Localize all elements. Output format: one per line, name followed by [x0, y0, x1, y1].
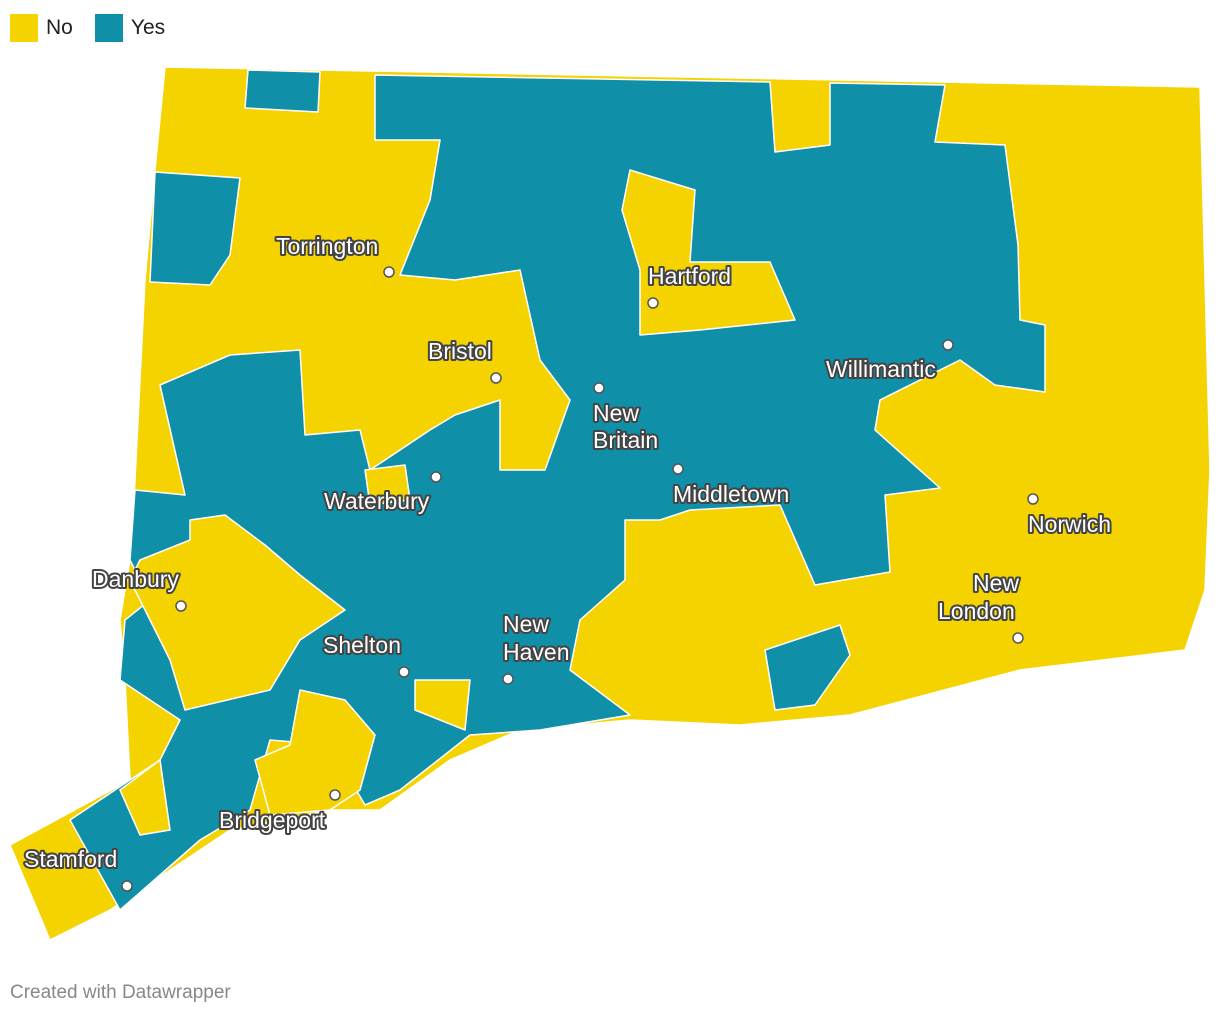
city-dot	[121, 880, 133, 892]
legend-label: Yes	[130, 16, 166, 39]
city-dot	[942, 339, 954, 351]
city-label: New	[593, 400, 639, 426]
city-label: Shelton	[323, 632, 401, 658]
city-dot	[490, 372, 502, 384]
region-yes	[244, 69, 321, 113]
city-label: Waterbury	[324, 488, 430, 514]
region-yes	[764, 624, 851, 711]
legend-label: No	[46, 16, 73, 39]
city-dot	[672, 463, 684, 475]
city-dot	[502, 673, 514, 685]
region-no	[119, 759, 171, 836]
city-label: New	[973, 570, 1019, 596]
legend: No Yes	[10, 14, 165, 42]
city-dot	[1012, 632, 1024, 644]
city-label: Britain	[593, 427, 658, 453]
city-label: London	[938, 598, 1015, 624]
city-dot	[593, 382, 605, 394]
city-dot	[383, 266, 395, 278]
region-no	[621, 169, 796, 336]
cities: Torrington Hartford Bristol New Britain …	[22, 231, 1113, 892]
city-label: Hartford	[648, 263, 731, 289]
region-no	[254, 689, 376, 816]
city-label: Willimantic	[826, 356, 936, 382]
city-dot	[430, 471, 442, 483]
legend-swatch	[10, 14, 38, 42]
city-label: Torrington	[276, 233, 378, 259]
footer: Created with Datawrapper	[10, 982, 231, 1003]
region-yes	[149, 171, 241, 286]
legend-item: Yes	[94, 14, 166, 42]
region-no	[414, 679, 471, 731]
city-dot	[329, 789, 341, 801]
city-label: Middletown	[673, 481, 789, 507]
city-dot	[1027, 493, 1039, 505]
city-label: Stamford	[24, 846, 117, 872]
city-label: Haven	[503, 639, 569, 665]
city-label: Norwich	[1028, 511, 1111, 537]
city-dot	[398, 666, 410, 678]
legend-swatch	[94, 14, 123, 42]
city-dot	[175, 600, 187, 612]
city-label: New	[503, 611, 549, 637]
region-no	[129, 514, 346, 711]
city-label: Danbury	[92, 566, 179, 592]
legend-item: No	[10, 14, 73, 42]
city-label: Bristol	[428, 338, 492, 364]
city-label: Bridgeport	[219, 807, 326, 833]
city-dot	[647, 297, 659, 309]
region-no	[364, 464, 411, 506]
